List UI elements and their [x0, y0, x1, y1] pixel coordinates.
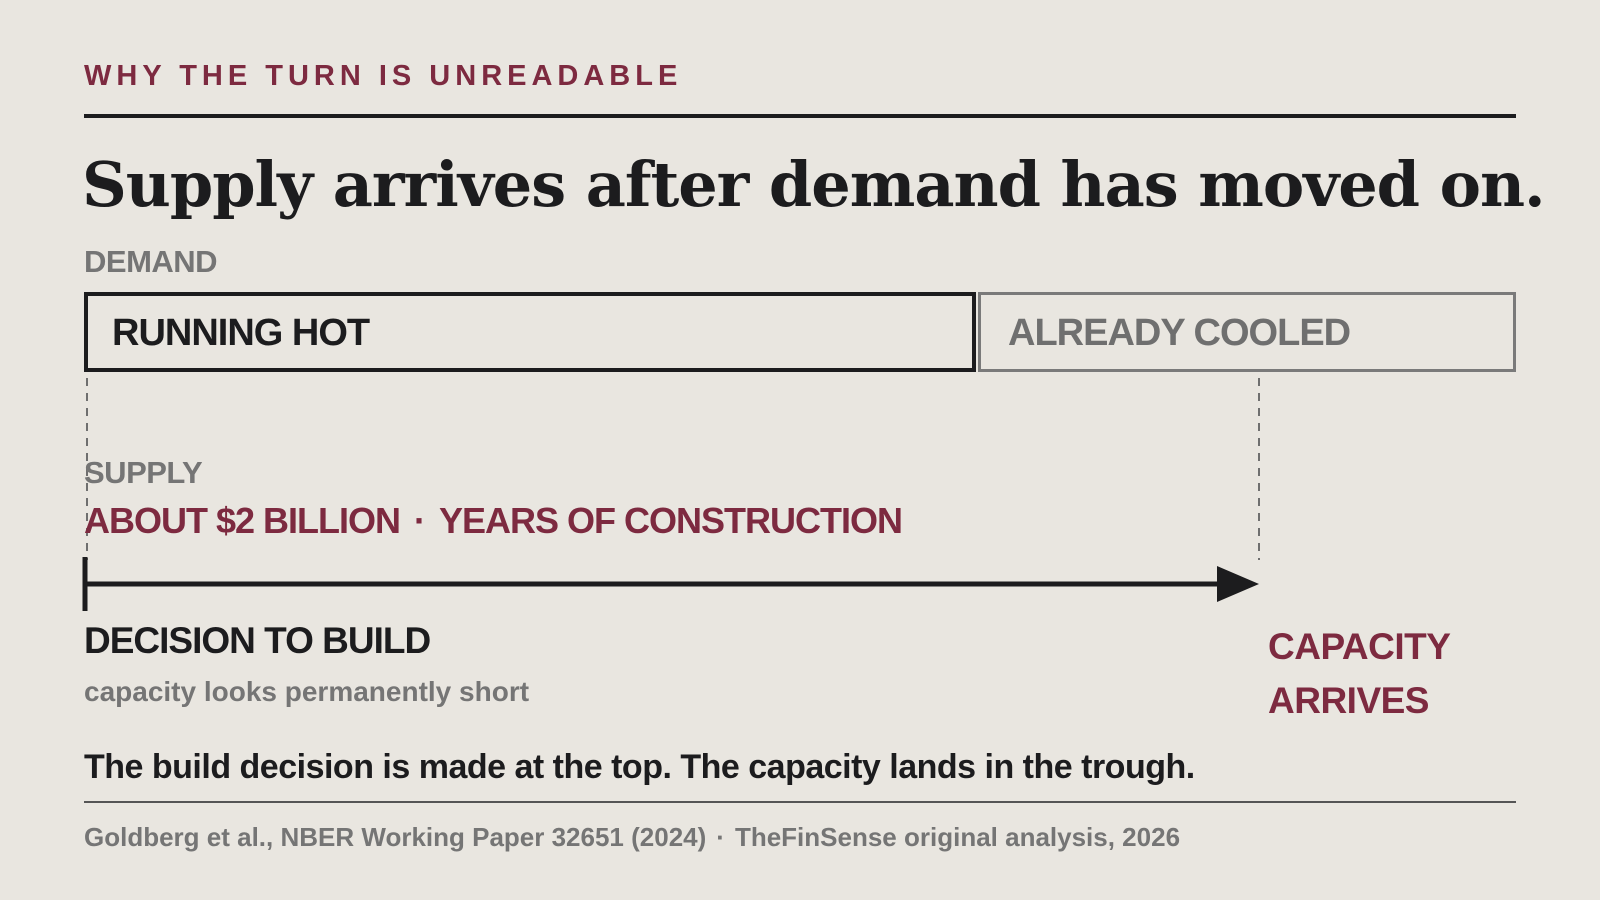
decision-to-build-label: DECISION TO BUILD [84, 620, 431, 661]
demand-label: DEMAND [84, 244, 218, 279]
timeline-arrowhead [1217, 566, 1259, 602]
supply-facts: ABOUT $2 BILLION · YEARS OF CONSTRUCTION [84, 500, 903, 542]
supply-label: SUPPLY [84, 455, 203, 490]
supply-duration: YEARS OF CONSTRUCTION [439, 500, 903, 541]
source-analysis: TheFinSense original analysis, 2026 [734, 822, 1181, 852]
demand-phase-running-hot: RUNNING HOT [84, 292, 976, 372]
caption: The build decision is made at the top. T… [84, 748, 1195, 786]
top-rule [84, 114, 1516, 118]
capacity-arrives-line1: CAPACITY [1268, 626, 1451, 667]
capacity-arrives-label: CAPACITY ARRIVES [1268, 620, 1498, 728]
running-hot-label: RUNNING HOT [112, 312, 370, 354]
supply-separator: · [414, 500, 426, 541]
source-separator: · [716, 822, 725, 852]
already-cooled-label: ALREADY COOLED [1008, 312, 1351, 354]
capacity-arrives-line2: ARRIVES [1268, 680, 1429, 721]
bottom-rule [84, 801, 1516, 803]
decision-to-build-sublabel: capacity looks permanently short [84, 676, 530, 707]
headline: Supply arrives after demand has moved on… [82, 148, 1546, 221]
supply-cost: ABOUT $2 BILLION [84, 500, 401, 541]
source-citation: Goldberg et al., NBER Working Paper 3265… [84, 822, 707, 852]
kicker: WHY THE TURN IS UNREADABLE [84, 60, 683, 92]
demand-phase-already-cooled: ALREADY COOLED [978, 292, 1516, 372]
source-line: Goldberg et al., NBER Working Paper 3265… [84, 822, 1180, 853]
